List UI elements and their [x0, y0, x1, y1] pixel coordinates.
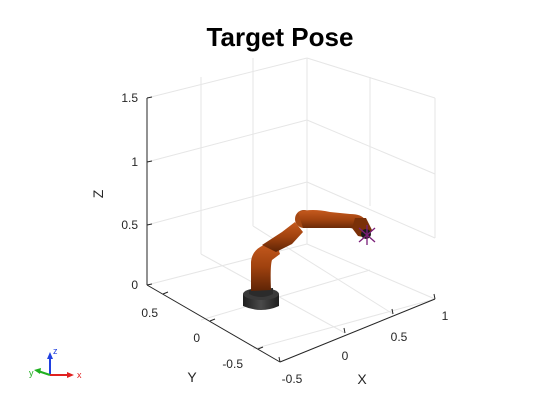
z-tick-label: 1 [131, 155, 138, 169]
triad-x-label: x [77, 370, 82, 380]
y-tick-label: 0.5 [141, 306, 158, 320]
y-tick-label: -0.5 [222, 357, 243, 371]
robot-base [243, 288, 279, 310]
triad-y-label: y [29, 368, 34, 378]
x-tick-label: -0.5 [282, 372, 303, 386]
axis-lines [146, 98, 436, 363]
z-axis-label: Z [90, 189, 106, 198]
x-tick-label: 0 [342, 349, 349, 363]
x-tick-label: 0.5 [391, 330, 408, 344]
y-axis-label: Y [187, 369, 197, 385]
robot-link-2 [262, 222, 303, 252]
z-tick-label: 0.5 [121, 218, 138, 232]
y-tick-label: 0 [193, 331, 200, 345]
robot-link-1 [251, 242, 280, 291]
target-pose-marker[interactable] [358, 225, 376, 245]
y-axis-ticks [162, 291, 264, 350]
z-axis-ticks [146, 96, 153, 286]
x-axis-label: X [357, 371, 367, 387]
triad-z-label: z [53, 346, 58, 356]
z-tick-label: 1.5 [121, 91, 138, 105]
x-tick-label: 1 [442, 309, 449, 323]
grid-lines [146, 57, 436, 363]
orientation-triad: z x y [29, 346, 82, 380]
x-axis-ticks [278, 293, 436, 363]
plot-title: Target Pose [206, 22, 354, 52]
robot-link-3 [298, 210, 365, 230]
z-tick-label: 0 [131, 278, 138, 292]
